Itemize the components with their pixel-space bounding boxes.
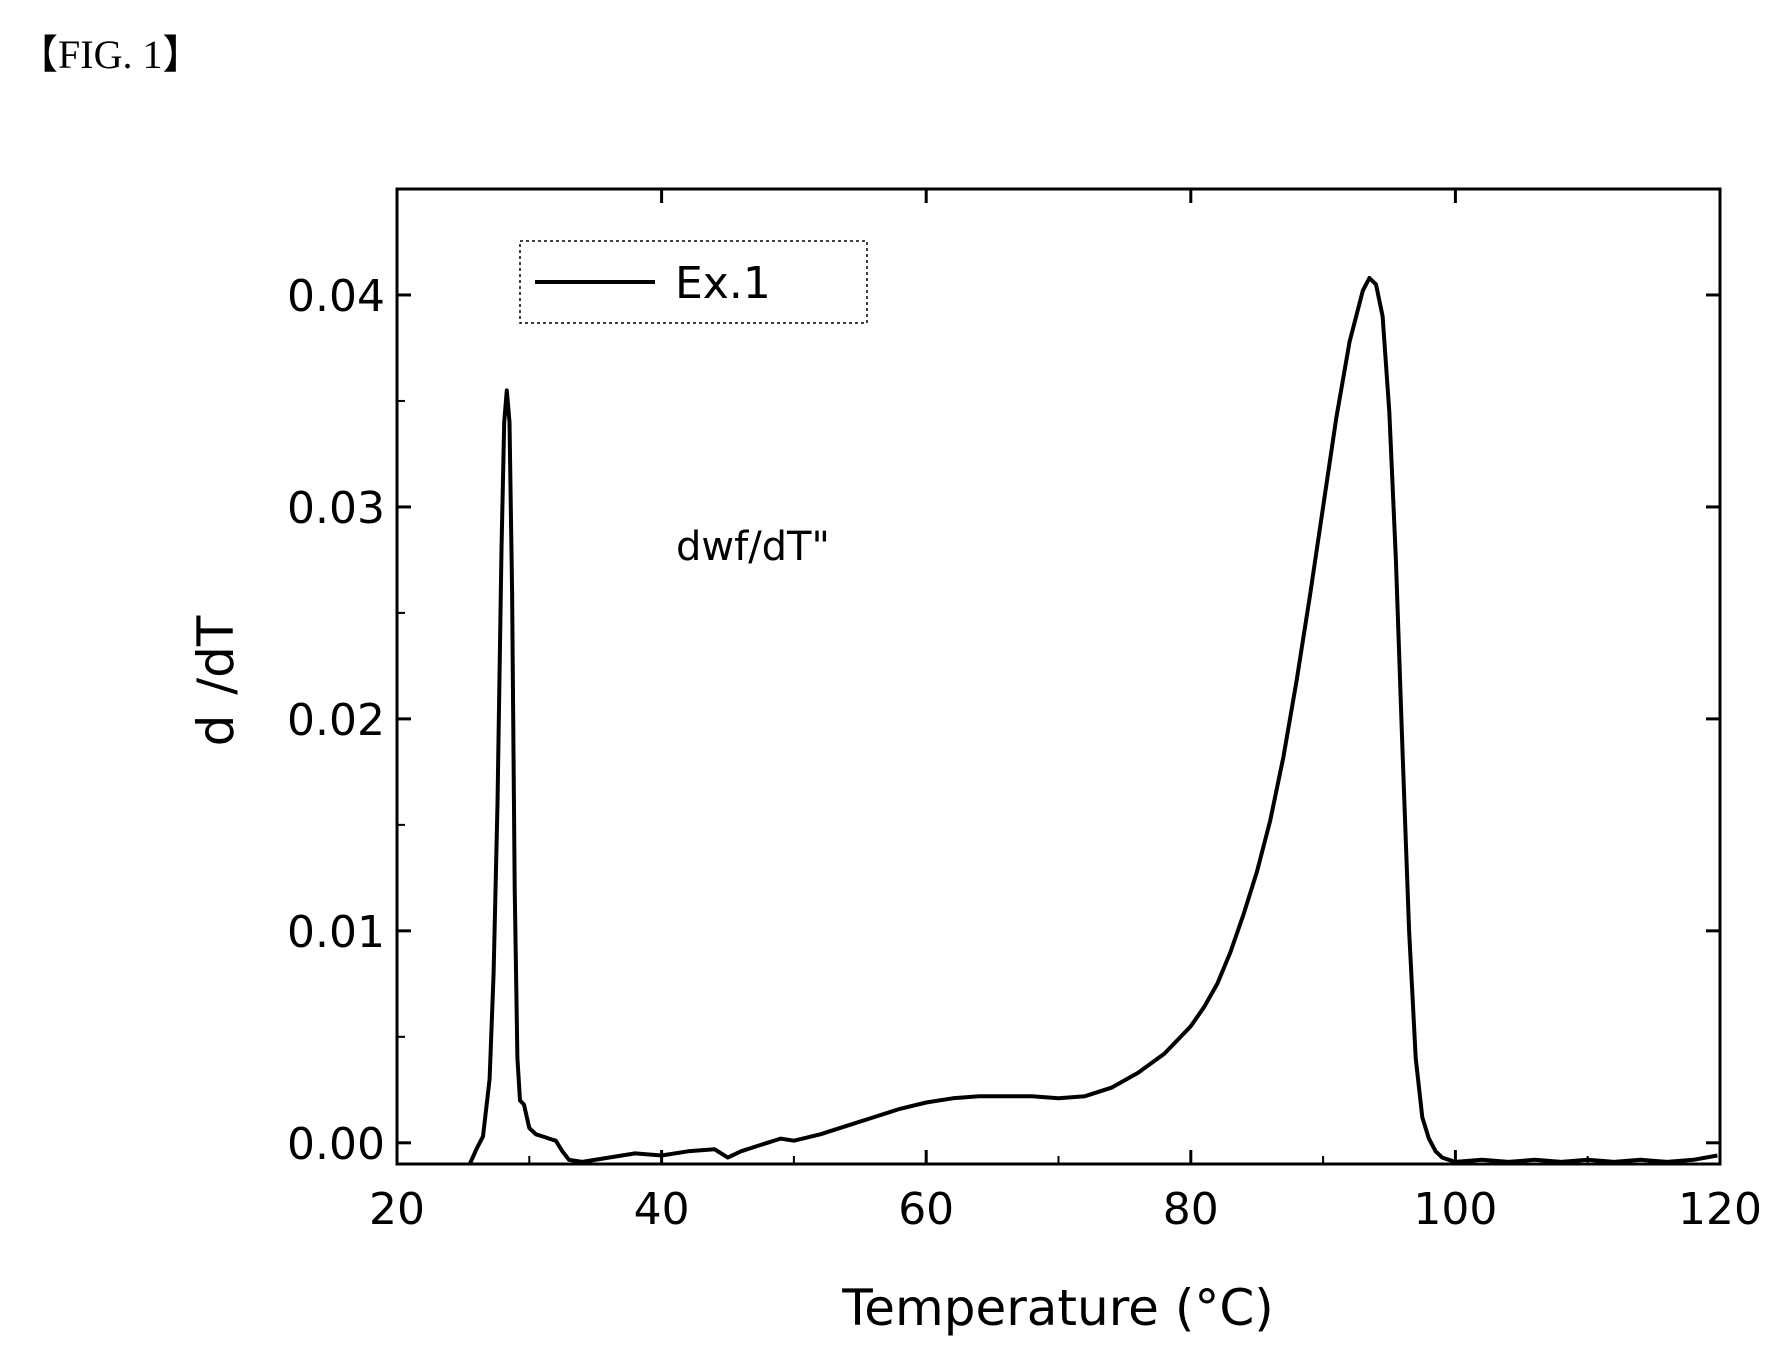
x-axis-title: Temperature (°C) xyxy=(841,1279,1274,1337)
series-line-ex1 xyxy=(467,276,1718,1165)
y-tick-label: 0.02 xyxy=(287,695,385,746)
x-tick-label: 20 xyxy=(369,1184,425,1235)
x-tick-label: 100 xyxy=(1413,1184,1497,1235)
y-axis-title: d /dT xyxy=(187,615,245,746)
x-axis-tick-labels: 20 40 60 80 100 120 xyxy=(369,1184,1762,1235)
plot-frame xyxy=(395,187,1722,1166)
y-tick-label: 0.01 xyxy=(287,907,385,958)
x-tick-label: 80 xyxy=(1163,1184,1219,1235)
legend-label: Ex.1 xyxy=(675,258,771,309)
x-axis-ticks xyxy=(395,189,1722,1164)
y-axis-tick-labels: 0.00 0.01 0.02 0.03 0.04 xyxy=(287,271,385,1170)
figure-label: 【FIG. 1】 xyxy=(18,32,203,77)
legend-box xyxy=(519,240,868,324)
chart-annotation: dwf/dT" xyxy=(676,524,830,570)
x-tick-label: 40 xyxy=(634,1184,690,1235)
y-tick-label: 0.00 xyxy=(287,1119,385,1170)
x-tick-label: 60 xyxy=(898,1184,954,1235)
y-tick-label: 0.03 xyxy=(287,483,385,534)
y-axis-ticks xyxy=(397,293,1720,1145)
x-tick-label: 120 xyxy=(1678,1184,1762,1235)
y-tick-label: 0.04 xyxy=(287,271,385,322)
legend: Ex.1 xyxy=(519,240,868,324)
